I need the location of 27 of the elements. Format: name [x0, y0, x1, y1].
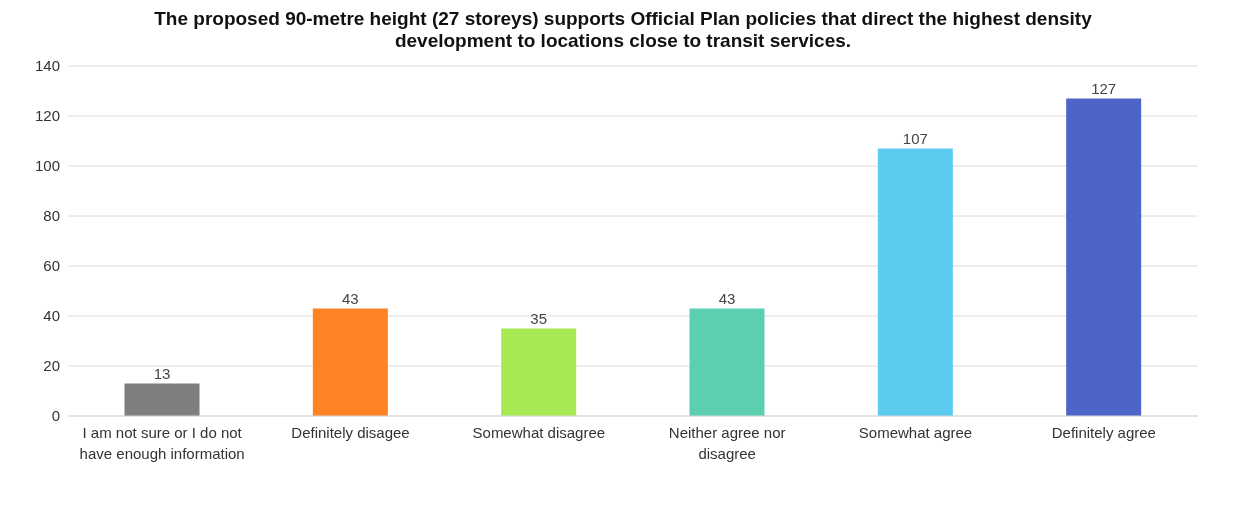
y-tick-label: 140	[34, 57, 60, 75]
bar	[501, 328, 577, 416]
x-tick-label: Definitely disagee	[291, 424, 410, 441]
y-tick-label: 20	[43, 357, 60, 375]
bar	[1066, 98, 1142, 416]
x-tick-label: Neither agree nor disagree	[668, 424, 786, 462]
y-tick-label: 80	[43, 207, 60, 225]
bar	[689, 308, 765, 416]
y-tick-label: 60	[43, 257, 60, 275]
y-tick-label: 100	[34, 157, 60, 175]
data-label: 43	[718, 289, 736, 307]
data-label: 127	[1091, 79, 1117, 97]
x-tick-label: Somewhat disagree	[472, 424, 606, 441]
x-tick-label: Definitely agree	[1051, 424, 1156, 441]
bar	[312, 308, 388, 416]
bar	[877, 148, 953, 416]
x-tick-label: Somewhat agree	[858, 424, 973, 441]
y-tick-label: 0	[51, 407, 60, 425]
data-label: 13	[153, 364, 171, 382]
chart-title: The proposed 90-metre height (27 storeys) supports Official Plan policies that direct the highest density development to locations close to transit services.	[153, 8, 1093, 52]
y-tick-label: 40	[43, 307, 60, 325]
y-tick-label: 120	[34, 107, 60, 125]
bar	[124, 383, 200, 416]
data-label: 107	[902, 129, 928, 147]
data-label: 43	[341, 289, 359, 307]
x-tick-label: I am not sure or I do not have enough information	[79, 424, 245, 462]
data-label: 35	[530, 309, 548, 327]
